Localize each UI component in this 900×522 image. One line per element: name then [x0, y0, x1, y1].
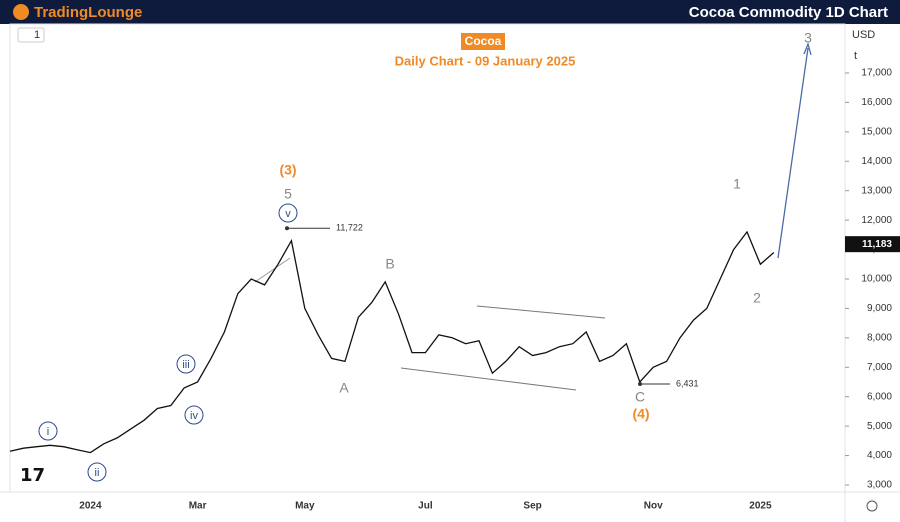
projection-line — [777, 47, 809, 259]
wave-circle — [176, 354, 196, 374]
last-price-badge — [845, 236, 900, 253]
wave-label: 3 — [804, 30, 812, 46]
settings-icon[interactable] — [866, 500, 878, 512]
channel-line — [476, 305, 606, 319]
channel-line — [254, 257, 291, 283]
wave-circle — [278, 203, 298, 223]
price-dot — [285, 226, 289, 231]
x-tick-label: Sep — [523, 501, 541, 512]
projection-arrow — [803, 41, 812, 56]
chart-title: Cocoa — [465, 34, 502, 48]
title-badge — [461, 33, 505, 50]
header-title: Cocoa Commodity 1D Chart — [689, 4, 888, 21]
y-tick-label: 7,000 — [867, 362, 892, 373]
wave-label: A — [339, 380, 349, 396]
logo-icon — [13, 4, 29, 20]
x-tick-label: 2025 — [749, 501, 772, 512]
wave-label: iv — [190, 410, 198, 422]
y-tick-label: 15,000 — [861, 126, 892, 137]
wave-label: (3) — [279, 162, 296, 178]
wave-label: B — [385, 256, 394, 272]
y-tick-label: 16,000 — [861, 97, 892, 108]
x-tick-label: Mar — [189, 501, 207, 512]
x-tick-label: 2024 — [79, 501, 102, 512]
price-dot — [638, 382, 642, 387]
wave-label: 2 — [753, 290, 761, 306]
currency[interactable]: USD — [852, 29, 875, 41]
x-tick-label: May — [295, 501, 315, 512]
interval[interactable]: 1 — [34, 29, 40, 41]
last-price-label: 11,183 — [862, 239, 892, 250]
y-tick-label: 14,000 — [861, 156, 892, 167]
tv-logo: 𝟭𝟳 — [20, 465, 45, 485]
interval-box[interactable] — [17, 27, 45, 43]
y-tick-label: 10,000 — [861, 274, 892, 285]
header-bar — [0, 0, 900, 24]
wave-label: 1 — [733, 176, 741, 192]
wave-label: 5 — [284, 186, 292, 202]
wave-label: i — [47, 426, 49, 438]
channel-line — [400, 367, 577, 391]
price-label: 6,431 — [676, 378, 699, 388]
y-tick-label: 9,000 — [867, 303, 892, 314]
y-tick-label: 5,000 — [867, 421, 892, 432]
unit[interactable]: t — [854, 50, 857, 62]
y-tick-label: 6,000 — [867, 391, 892, 402]
y-tick-label: 13,000 — [861, 185, 892, 196]
x-tick-label: Nov — [644, 501, 663, 512]
chart-subtitle: Daily Chart - 09 January 2025 — [395, 53, 576, 68]
y-tick-label: 12,000 — [861, 215, 892, 226]
wave-label: ii — [95, 467, 100, 479]
wave-label: v — [285, 208, 291, 220]
wave-circle — [38, 421, 58, 441]
wave-circle — [87, 462, 107, 482]
price-label: 11,722 — [336, 223, 363, 233]
price-line — [9, 230, 775, 454]
wave-circle — [184, 405, 204, 425]
y-tick-label: 3,000 — [867, 480, 892, 491]
x-tick-label: Jul — [418, 501, 433, 512]
brand: TradingLounge — [34, 4, 142, 21]
y-tick-label: 4,000 — [867, 450, 892, 461]
wave-label: C — [635, 389, 645, 405]
y-tick-label: 17,000 — [861, 68, 892, 79]
wave-label: (4) — [632, 406, 649, 422]
y-tick-label: 8,000 — [867, 332, 892, 343]
wave-label: iii — [182, 359, 189, 371]
